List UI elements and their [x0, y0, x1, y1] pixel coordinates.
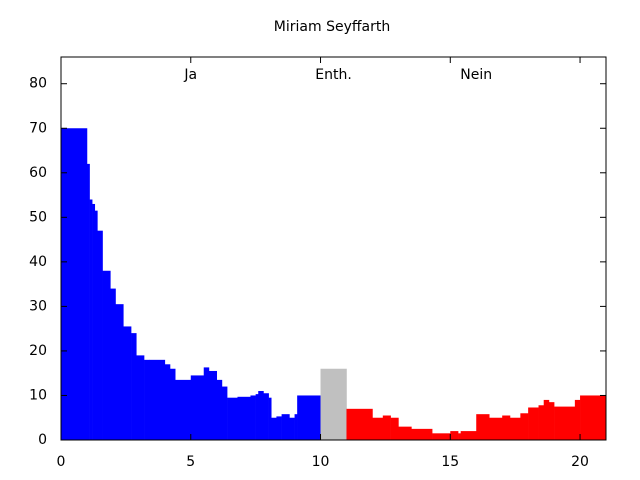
bar: [170, 368, 176, 440]
bar: [548, 402, 555, 440]
bar: [227, 397, 238, 440]
bar: [554, 406, 576, 440]
bar: [164, 364, 171, 440]
bar: [144, 359, 150, 440]
x-tick-label: 20: [571, 454, 589, 470]
y-tick-label: 30: [29, 298, 47, 314]
bar: [102, 270, 111, 440]
bar: [460, 431, 477, 440]
series-label: Ja: [183, 67, 197, 83]
bar: [509, 417, 521, 440]
bar: [574, 399, 581, 440]
bar: [86, 163, 90, 440]
bar: [237, 396, 251, 440]
y-tick-label: 0: [38, 432, 47, 448]
y-tick-label: 10: [29, 387, 47, 403]
bar: [432, 433, 451, 440]
bar: [281, 414, 290, 440]
bar: [489, 417, 503, 440]
bar: [110, 288, 116, 440]
bar: [94, 210, 98, 440]
y-tick-label: 40: [29, 254, 47, 270]
y-tick-label: 80: [29, 76, 47, 92]
bar: [203, 367, 210, 440]
series-label: Nein: [460, 67, 492, 83]
bar: [320, 368, 347, 440]
bar: [221, 386, 228, 440]
bar: [411, 428, 433, 440]
bar: [476, 414, 490, 440]
bar: [89, 199, 93, 440]
bar: [372, 417, 384, 440]
bar: [97, 230, 103, 440]
bar: [502, 415, 511, 440]
bar: [216, 379, 223, 440]
chart-title: Miriam Seyffarth: [274, 19, 390, 35]
bar: [276, 416, 282, 440]
bar: [450, 431, 459, 440]
bar: [190, 375, 205, 440]
bar: [580, 395, 607, 440]
bar: [538, 405, 545, 440]
x-tick-label: 5: [186, 454, 195, 470]
bar: [398, 426, 412, 440]
bar: [123, 326, 132, 440]
bar: [175, 379, 192, 440]
bar: [289, 417, 295, 440]
bar: [390, 417, 399, 440]
bar: [258, 391, 264, 440]
bar: [208, 370, 218, 440]
y-tick-label: 50: [29, 209, 47, 225]
y-tick-label: 60: [29, 165, 47, 181]
bar: [92, 203, 96, 440]
bar: [528, 407, 539, 440]
bar: [297, 395, 321, 440]
bar: [382, 415, 391, 440]
bar: [268, 397, 272, 440]
bar: [61, 128, 88, 441]
bar: [458, 433, 461, 440]
bar: [131, 333, 137, 440]
bar: [263, 393, 269, 440]
series-label: Enth.: [315, 67, 352, 83]
bar: [136, 355, 145, 440]
bar: [115, 304, 124, 440]
bar: [346, 408, 373, 440]
y-tick-label: 20: [29, 343, 47, 359]
x-tick-label: 10: [312, 454, 330, 470]
x-tick-label: 15: [441, 454, 459, 470]
y-tick-label: 70: [29, 120, 47, 136]
bar: [294, 414, 298, 440]
bar: [149, 359, 166, 440]
plot-frame: [60, 56, 607, 441]
bar: [255, 394, 259, 440]
x-tick-label: 0: [57, 454, 66, 470]
bar: [271, 417, 277, 440]
bar: [250, 395, 256, 440]
bar: [520, 413, 529, 440]
bar: [543, 399, 550, 440]
